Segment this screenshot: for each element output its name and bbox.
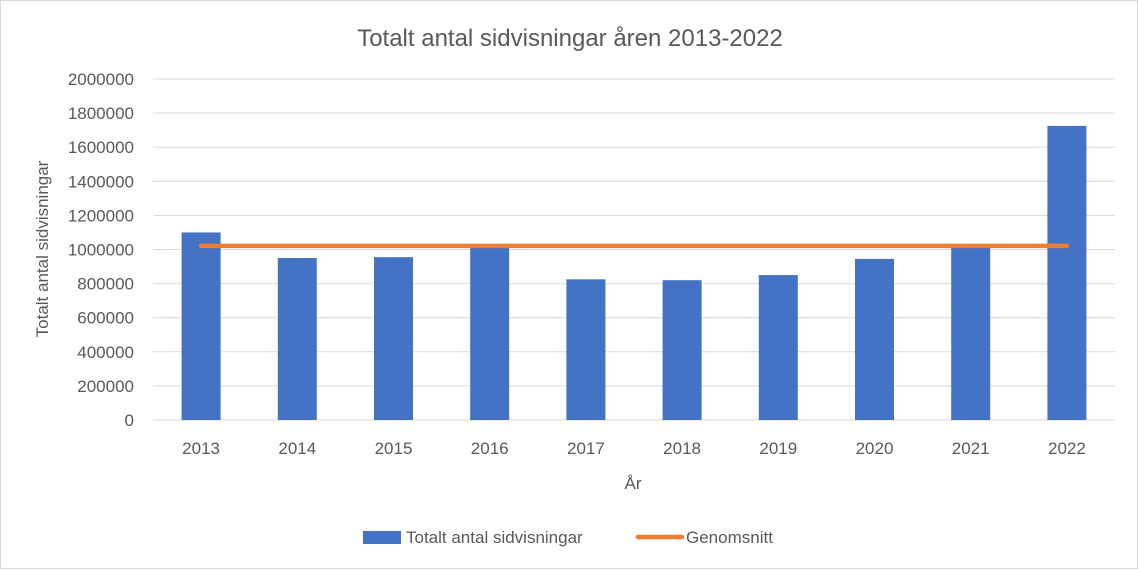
x-tick-label: 2017 — [567, 439, 605, 458]
y-tick-label: 1800000 — [68, 104, 134, 123]
x-tick-label: 2020 — [856, 439, 894, 458]
y-tick-label: 600000 — [77, 309, 134, 328]
bar — [662, 280, 702, 420]
y-axis-tick-labels: 0 200000 400000 600000 800000 1000000 1200000 1… — [68, 70, 134, 430]
y-tick-label: 1000000 — [68, 241, 134, 260]
x-tick-label: 2016 — [471, 439, 509, 458]
y-tick-label: 800000 — [77, 275, 134, 294]
chart-title: Totalt antal sidvisningar åren 2013-2022 — [357, 25, 783, 52]
bar — [951, 245, 991, 420]
bar — [470, 246, 510, 420]
y-tick-label: 0 — [125, 411, 134, 430]
x-tick-label: 2022 — [1048, 439, 1086, 458]
y-axis-title: Totalt antal sidvisningar — [33, 160, 52, 337]
legend-label-bars: Totalt antal sidvisningar — [406, 528, 583, 547]
bar — [758, 275, 798, 420]
legend-label-line: Genomsnitt — [686, 528, 773, 547]
bar — [566, 279, 606, 420]
bar — [277, 258, 317, 420]
legend-swatch-bars — [363, 531, 401, 544]
y-tick-label: 200000 — [77, 377, 134, 396]
x-tick-label: 2015 — [375, 439, 413, 458]
x-tick-label: 2013 — [182, 439, 220, 458]
bar-series — [181, 125, 1087, 420]
x-tick-label: 2018 — [663, 439, 701, 458]
x-axis-title: År — [625, 474, 642, 493]
x-tick-label: 2014 — [278, 439, 316, 458]
y-tick-label: 400000 — [77, 343, 134, 362]
x-axis-tick-labels: 2013 2014 2015 2016 2017 2018 2019 2020 2021 2022 — [182, 439, 1086, 458]
y-tick-label: 1200000 — [68, 206, 134, 225]
y-tick-label: 2000000 — [68, 70, 134, 89]
legend: Totalt antal sidvisningar Genomsnitt — [363, 528, 773, 547]
y-tick-label: 1600000 — [68, 138, 134, 157]
y-tick-label: 1400000 — [68, 172, 134, 191]
bar — [1047, 125, 1087, 420]
bar — [855, 258, 894, 420]
x-tick-label: 2021 — [952, 439, 990, 458]
bar — [181, 232, 221, 420]
x-tick-label: 2019 — [759, 439, 797, 458]
bar — [374, 257, 413, 420]
